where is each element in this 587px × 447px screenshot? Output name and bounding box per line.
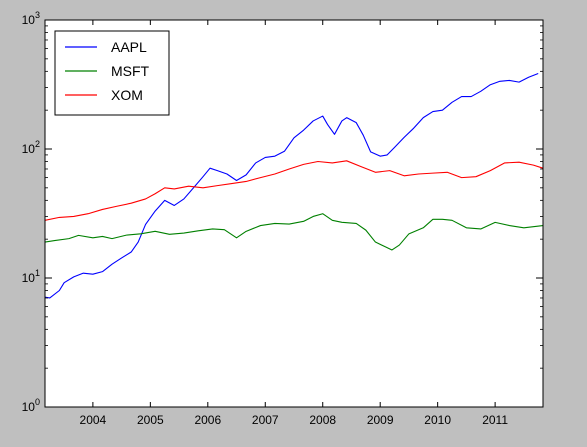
plot-frame <box>44 19 544 408</box>
y-tick-exponent: 2 <box>35 139 40 149</box>
legend-label-xom: XOM <box>111 87 143 103</box>
legend: AAPL MSFT XOM <box>54 30 170 116</box>
y-tick-label: 102 <box>22 139 40 156</box>
x-tick-label: 2009 <box>367 413 394 427</box>
legend-label-aapl: AAPL <box>111 39 147 55</box>
x-tick-label: 2011 <box>482 413 508 427</box>
y-tick-label: 103 <box>22 10 40 27</box>
series-line-msft <box>44 213 544 251</box>
series-line-aapl <box>44 72 539 299</box>
x-tick-label: 2005 <box>137 413 164 427</box>
y-tick-label: 101 <box>22 268 40 285</box>
x-tick-label: 2010 <box>424 413 451 427</box>
x-tick-label: 2004 <box>80 413 107 427</box>
x-tick-label: 2007 <box>252 413 279 427</box>
series-layer <box>44 72 544 299</box>
x-tick-label: 2006 <box>194 413 221 427</box>
series-line-xom <box>44 160 544 221</box>
y-tick-exponent: 3 <box>35 10 40 20</box>
x-tick-label: 2008 <box>309 413 336 427</box>
legend-box <box>54 30 170 116</box>
y-tick-exponent: 0 <box>35 397 40 407</box>
y-tick-label: 100 <box>22 397 40 414</box>
y-tick-exponent: 1 <box>35 268 40 278</box>
legend-label-msft: MSFT <box>111 63 150 79</box>
axes-layer: 2004 2005 2006 2007 2008 2009 2010 201110010110… <box>22 10 543 427</box>
